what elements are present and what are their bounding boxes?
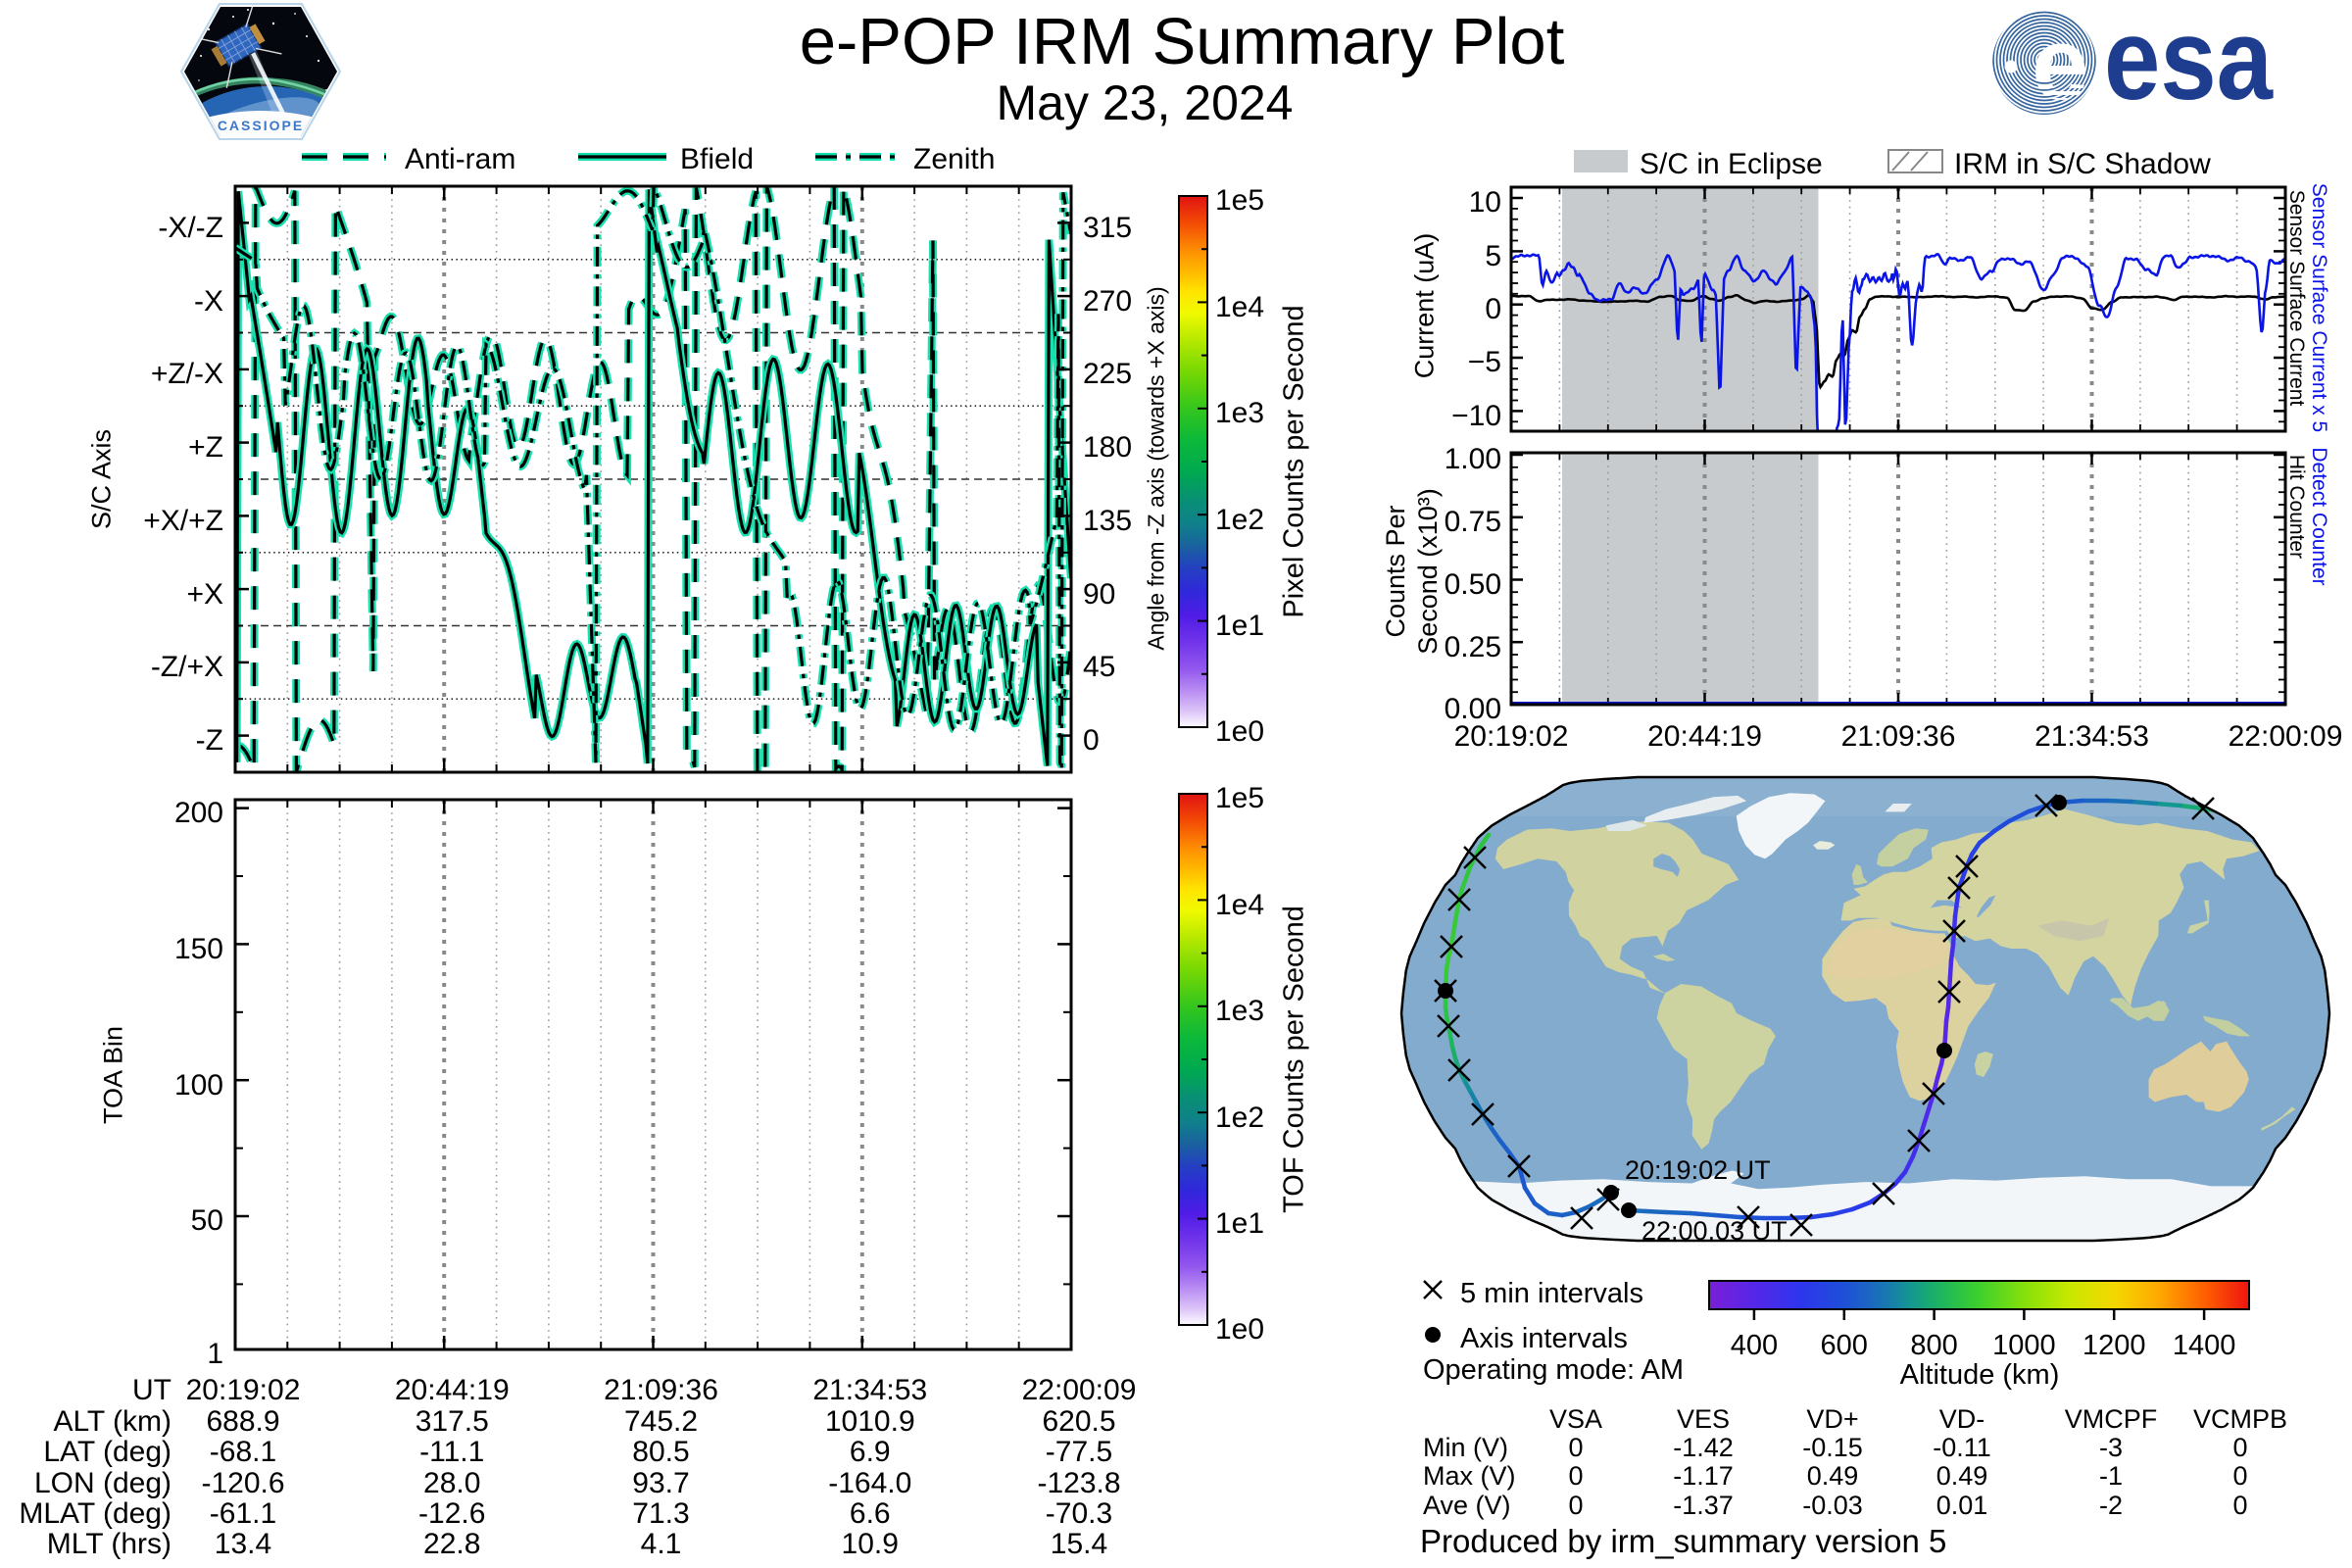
svg-text:CASSIOPE: CASSIOPE xyxy=(218,118,304,133)
svg-text:esa: esa xyxy=(2104,11,2274,115)
